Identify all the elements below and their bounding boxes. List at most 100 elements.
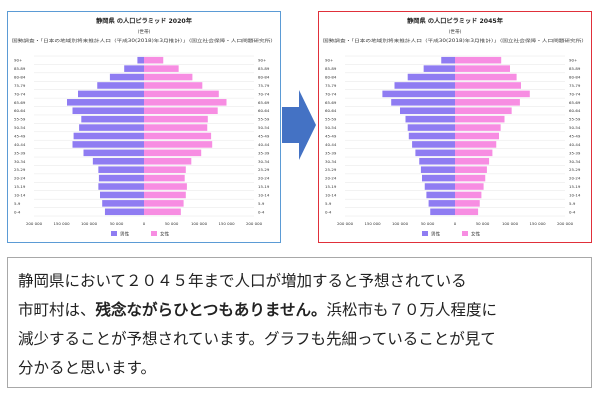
bar-female-80-84 (455, 73, 517, 81)
age-label-left: 75-79 (14, 83, 26, 88)
age-label-left: 65-69 (14, 100, 26, 105)
bar-female-25-29 (144, 166, 186, 173)
age-label-right: 25-29 (258, 167, 270, 172)
bar-female-5-9 (144, 200, 184, 207)
x-tick-label: 100 000 (502, 221, 519, 226)
bar-female-0-4 (455, 208, 479, 216)
bar-female-10-14 (455, 191, 482, 199)
bar-male-15-19 (424, 183, 455, 190)
age-label-left: 50-54 (14, 125, 26, 130)
age-label-left: 15-19 (325, 184, 337, 189)
x-tick-label: 200 000 (246, 221, 263, 226)
bar-male-30-34 (419, 157, 455, 165)
age-label-left: 45-49 (14, 134, 26, 139)
age-label-right: 60-64 (569, 108, 581, 113)
age-label-right: 85-89 (569, 66, 581, 71)
age-label-right: 20-24 (569, 176, 581, 181)
x-tick-label: 50 000 (476, 221, 490, 226)
bar-male-35-39 (415, 149, 455, 157)
age-label-right: 10-14 (258, 192, 270, 197)
age-label-left: 20-24 (325, 176, 337, 181)
age-label-left: 45-49 (325, 134, 337, 139)
bar-female-75-79 (144, 82, 203, 89)
age-label-right: 30-34 (569, 159, 581, 164)
age-label-left: 0-4 (325, 209, 332, 214)
bar-female-85-89 (455, 65, 510, 72)
bar-male-40-44 (412, 141, 455, 148)
text-line-2-end: 浜松市も７０万人程度に (326, 301, 497, 319)
x-tick-label: 50 000 (421, 221, 435, 226)
age-label-left: 75-79 (325, 83, 337, 88)
age-label-left: 85-89 (14, 66, 26, 71)
bar-male-50-54 (79, 124, 144, 131)
x-tick-label: 150 000 (218, 221, 235, 226)
age-label-right: 50-54 (569, 125, 581, 130)
bar-female-0-4 (144, 208, 181, 216)
bar-male-5-9 (428, 200, 455, 207)
x-tick-label: 150 000 (364, 221, 381, 226)
legend-male-label: 男性 (431, 231, 441, 238)
x-tick-label: 100 000 (81, 221, 98, 226)
age-label-left: 25-29 (325, 167, 337, 172)
bar-female-25-29 (455, 166, 487, 173)
bar-male-45-49 (408, 132, 455, 140)
age-label-right: 45-49 (258, 134, 270, 139)
bar-female-65-69 (455, 99, 520, 106)
bar-male-55-59 (81, 115, 144, 123)
age-label-left: 80-84 (14, 75, 26, 80)
bar-female-55-59 (455, 115, 505, 123)
age-label-right: 70-74 (569, 91, 581, 96)
legend-female-swatch (151, 231, 157, 236)
age-label-right: 35-39 (569, 150, 581, 155)
bar-male-10-14 (426, 191, 455, 199)
age-label-left: 40-44 (14, 142, 26, 147)
bar-male-0-4 (104, 208, 144, 216)
age-label-right: 10-14 (569, 192, 581, 197)
bar-male-50-54 (407, 124, 455, 131)
bar-female-40-44 (455, 141, 497, 148)
bar-female-60-64 (144, 107, 218, 115)
pyramid-chart-2020: 静岡県 の人口ピラミッド 2020年 (世帯) 国勢調査・「日本の地域別将来推計人口… (12, 17, 276, 238)
bar-female-65-69 (144, 99, 227, 106)
bar-female-60-64 (455, 107, 512, 115)
age-label-right: 5-9 (258, 201, 265, 206)
legend-female-label: 女性 (471, 231, 481, 238)
age-label-right: 60-64 (258, 108, 270, 113)
bar-male-65-69 (67, 99, 144, 106)
bar-male-90+ (137, 56, 144, 64)
pyramid-panel-2020: 静岡県 の人口ピラミッド 2020年 (世帯) 国勢調査・「日本の地域別将来推計人口… (7, 11, 281, 243)
chart-source-note: 国勢調査・「日本の地域別将来推計人口（平成30(2018)年3月推計）」（国立社… (323, 37, 587, 44)
bar-male-25-29 (98, 166, 144, 173)
age-label-right: 20-24 (258, 176, 270, 181)
bar-male-0-4 (430, 208, 455, 216)
bar-male-5-9 (102, 200, 144, 207)
age-label-right: 35-39 (258, 150, 270, 155)
age-label-right: 75-79 (258, 83, 270, 88)
bar-male-20-24 (422, 174, 455, 182)
legend-female-swatch (462, 231, 468, 236)
age-label-left: 30-34 (14, 159, 26, 164)
chart-title: 静岡県 の人口ピラミッド 2045年 (407, 17, 504, 25)
age-label-right: 90+ (569, 58, 577, 63)
age-label-right: 50-54 (258, 125, 270, 130)
age-label-left: 5-9 (14, 201, 21, 206)
age-label-left: 60-64 (325, 108, 337, 113)
age-label-right: 55-59 (569, 117, 581, 122)
bar-female-20-24 (455, 174, 486, 182)
bar-male-75-79 (97, 82, 144, 89)
arrow-shape (282, 90, 316, 160)
age-label-left: 85-89 (325, 66, 337, 71)
right-arrow-icon (282, 90, 316, 160)
bar-male-75-79 (394, 82, 455, 89)
bar-male-70-74 (78, 90, 144, 98)
age-label-right: 90+ (258, 58, 266, 63)
bar-male-10-14 (100, 191, 144, 199)
bar-male-90+ (441, 56, 455, 64)
bar-female-50-54 (144, 124, 208, 131)
age-label-left: 20-24 (14, 176, 26, 181)
bar-female-15-19 (144, 183, 187, 190)
age-label-right: 40-44 (569, 142, 581, 147)
bar-male-15-19 (98, 183, 144, 190)
x-tick-label: 0 (143, 221, 146, 226)
bar-male-40-44 (72, 141, 144, 148)
